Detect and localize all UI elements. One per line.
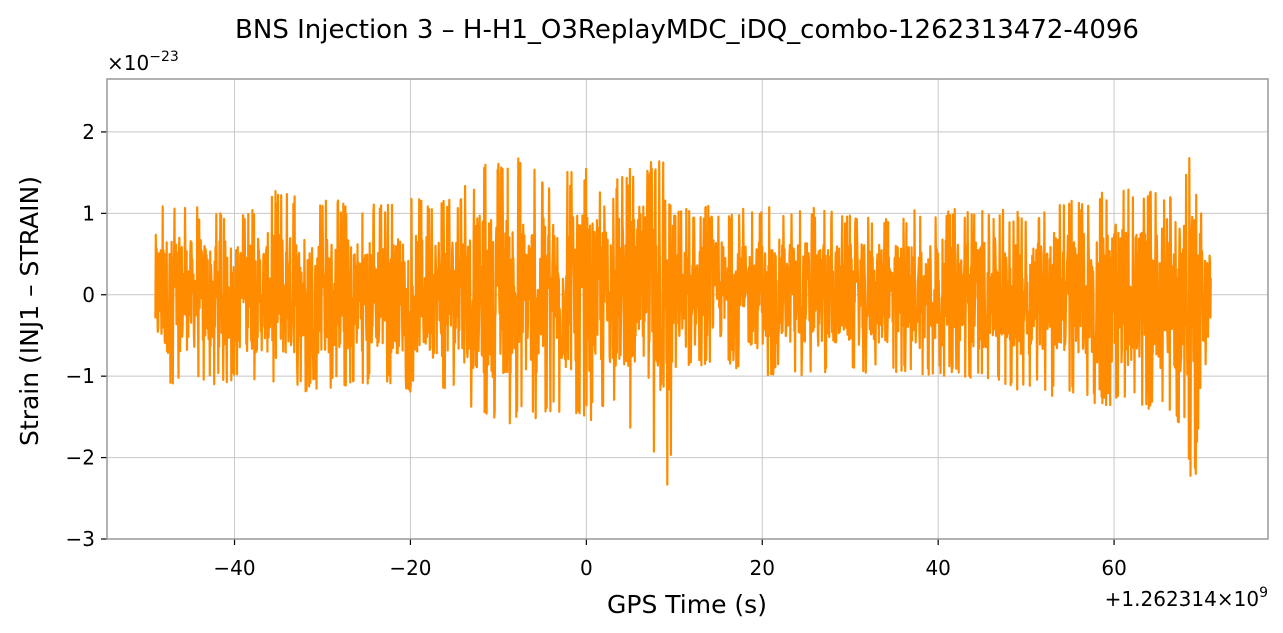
- strain-series-line: [154, 157, 1212, 486]
- plot-frame: [106, 78, 1269, 540]
- tick-layer: −40 −20 0 20 40 60 2 1 0 −1 −2 −3: [66, 120, 1127, 580]
- y-scale-factor: ×10−23: [107, 49, 179, 75]
- chart-title: BNS Injection 3 – H-H1_O3ReplayMDC_iDQ_c…: [235, 15, 1139, 45]
- y-tick-label: −2: [66, 446, 95, 470]
- y-tick-label: −3: [66, 527, 95, 551]
- x-tick-label: 60: [1101, 556, 1126, 580]
- x-axis-label: GPS Time (s): [607, 590, 767, 619]
- x-tick-label: 0: [580, 556, 593, 580]
- y-tick-label: 0: [82, 283, 95, 307]
- y-tick-label: 1: [82, 201, 95, 225]
- y-axis-label: Strain (INJ1 – STRAIN): [15, 176, 44, 446]
- y-tick-label: −1: [66, 364, 95, 388]
- plot-layer: [154, 157, 1212, 486]
- x-offset-label: +1.262314×109: [1105, 585, 1268, 611]
- x-tick-label: 20: [750, 556, 775, 580]
- x-tick-label: 40: [925, 556, 950, 580]
- y-tick-label: 2: [82, 120, 95, 144]
- x-tick-label: −40: [213, 556, 255, 580]
- x-tick-label: −20: [389, 556, 431, 580]
